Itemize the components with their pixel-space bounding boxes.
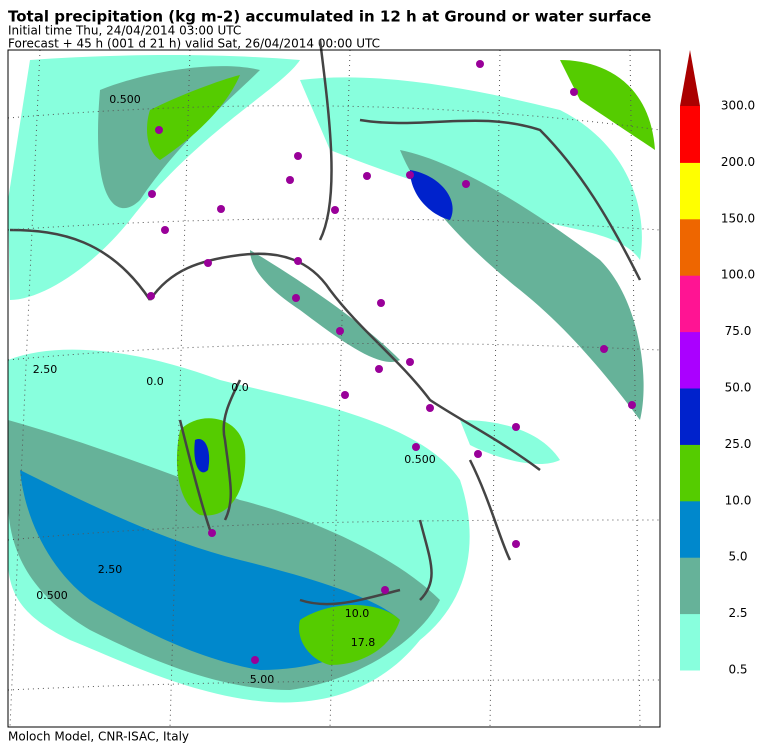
colorbar-label: 10.0 [725,493,752,507]
contour-label: 0.500 [36,589,68,602]
city-marker [204,259,212,267]
city-marker [512,540,520,548]
city-marker [208,529,216,537]
precip-area [460,420,560,465]
city-marker [161,226,169,234]
map-frame [7,49,661,728]
colorbar-segment [680,106,700,163]
city-marker [148,190,156,198]
city-marker [217,205,225,213]
city-marker [336,327,344,335]
footer: Moloch Model, CNR-ISAC, Italy [8,730,189,744]
city-marker [377,299,385,307]
colorbar-segment [680,162,700,220]
precip-area [400,150,644,420]
contour-label: 10.0 [345,607,370,620]
forecast-time: Forecast + 45 h (001 d 21 h) valid Sat, … [8,37,380,51]
contour-label: 0.0 [231,381,249,394]
colorbar-label: 100.0 [721,268,755,282]
colorbar-segment [680,275,700,333]
colorbar-segment [680,444,700,502]
grid-line [7,679,661,691]
colorbar-segment [680,557,700,615]
city-marker [363,172,371,180]
city-marker [294,257,302,265]
contour-label: 0.0 [146,375,164,388]
precip-area [176,418,246,516]
city-marker [462,180,470,188]
colorbar-label: 0.5 [728,663,747,677]
contour-label: 2.50 [33,363,58,376]
precip-area [250,250,400,362]
city-marker [292,294,300,302]
precip-area [410,170,453,220]
city-marker [628,401,636,409]
city-marker [600,345,608,353]
title: Total precipitation (kg m-2) accumulated… [8,8,651,26]
map: 0.500 2.50 0.0 17.8 10.0 0.500 2.50 0.500 5.00 0.… [7,39,661,728]
city-marker [412,443,420,451]
graticule [7,49,661,728]
colorbar-label: 75.0 [725,324,752,338]
contour-label: 2.50 [98,563,123,576]
colorbar-segment [680,500,700,558]
city-marker [570,88,578,96]
colorbar-arrow [680,50,700,106]
precip-area [147,75,240,160]
city-marker [375,365,383,373]
colorbar-segment [680,388,700,445]
city-marker [155,126,163,134]
colorbar-label: 2.5 [728,606,747,620]
city-marker [251,656,259,664]
colorbar-label: 150.0 [721,211,755,225]
initial-time: Initial time Thu, 24/04/2014 03:00 UTC [8,24,241,38]
city-marker [406,358,414,366]
city-marker [381,586,389,594]
colorbar-segment [680,331,700,389]
colorbar-segment [680,613,700,671]
precip-area [299,605,400,665]
colorbar-label: 300.0 [721,99,755,113]
contour-label: 0.500 [109,93,141,106]
grid-line [7,218,661,231]
contour-label: 5.00 [250,673,275,686]
city-marker [286,176,294,184]
precip-area [560,60,655,150]
city-marker [512,423,520,431]
grid-line [7,105,661,131]
coastline [9,39,642,606]
colorbar-label: 5.0 [728,550,747,564]
city-marker [426,404,434,412]
grid-line [7,342,661,361]
contour-label: 17.8 [351,636,376,649]
city-marker [474,450,482,458]
colorbar: 0.5 2.5 5.0 10.0 25.0 50.0 75.0 100.0 150.0 200.0… [680,50,755,677]
precip-area [194,439,210,473]
colorbar-label: 50.0 [725,381,752,395]
colorbar-label: 25.0 [725,437,752,451]
city-marker [406,171,414,179]
cities [147,60,636,664]
city-marker [476,60,484,68]
contour-label: 0.500 [404,453,436,466]
colorbar-label: 200.0 [721,155,755,169]
city-marker [294,152,302,160]
city-marker [341,391,349,399]
city-marker [147,292,155,300]
grid-line [7,519,661,541]
colorbar-segment [680,218,700,276]
city-marker [331,206,339,214]
